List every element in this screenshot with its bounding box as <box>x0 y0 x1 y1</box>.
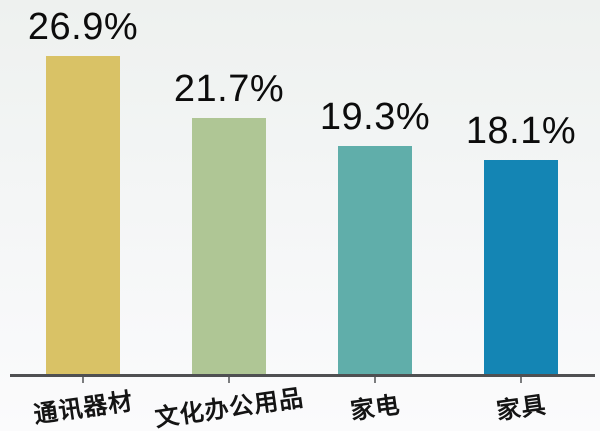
value-label: 26.9% <box>27 6 139 48</box>
category-label: 文化办公用品 <box>153 384 306 431</box>
category-label: 家电 <box>348 391 403 426</box>
bar-column: 21.7% 文化办公用品 <box>153 70 305 431</box>
category-label: 家具 <box>494 391 549 426</box>
bar-column: 19.3% 家电 <box>320 98 430 425</box>
axis-tick <box>374 377 376 383</box>
bar-column: 26.9% 通讯器材 <box>28 8 138 429</box>
bar-4 <box>484 160 558 374</box>
axis-tick <box>82 377 84 383</box>
x-axis-line <box>10 374 595 377</box>
bar-column: 18.1% 家具 <box>466 112 576 425</box>
value-label: 21.7% <box>173 68 285 110</box>
axis-tick <box>228 377 230 383</box>
axis-tick <box>520 377 522 383</box>
bar-3 <box>338 146 412 374</box>
value-label: 19.3% <box>319 96 431 138</box>
bar-2 <box>192 118 266 374</box>
value-label: 18.1% <box>465 110 577 152</box>
category-label: 通讯器材 <box>32 388 135 429</box>
bar-1 <box>46 56 120 374</box>
bars-container: 26.9% 通讯器材 21.7% 文化办公用品 19.3% 家电 18.1% 家具 <box>28 0 576 431</box>
